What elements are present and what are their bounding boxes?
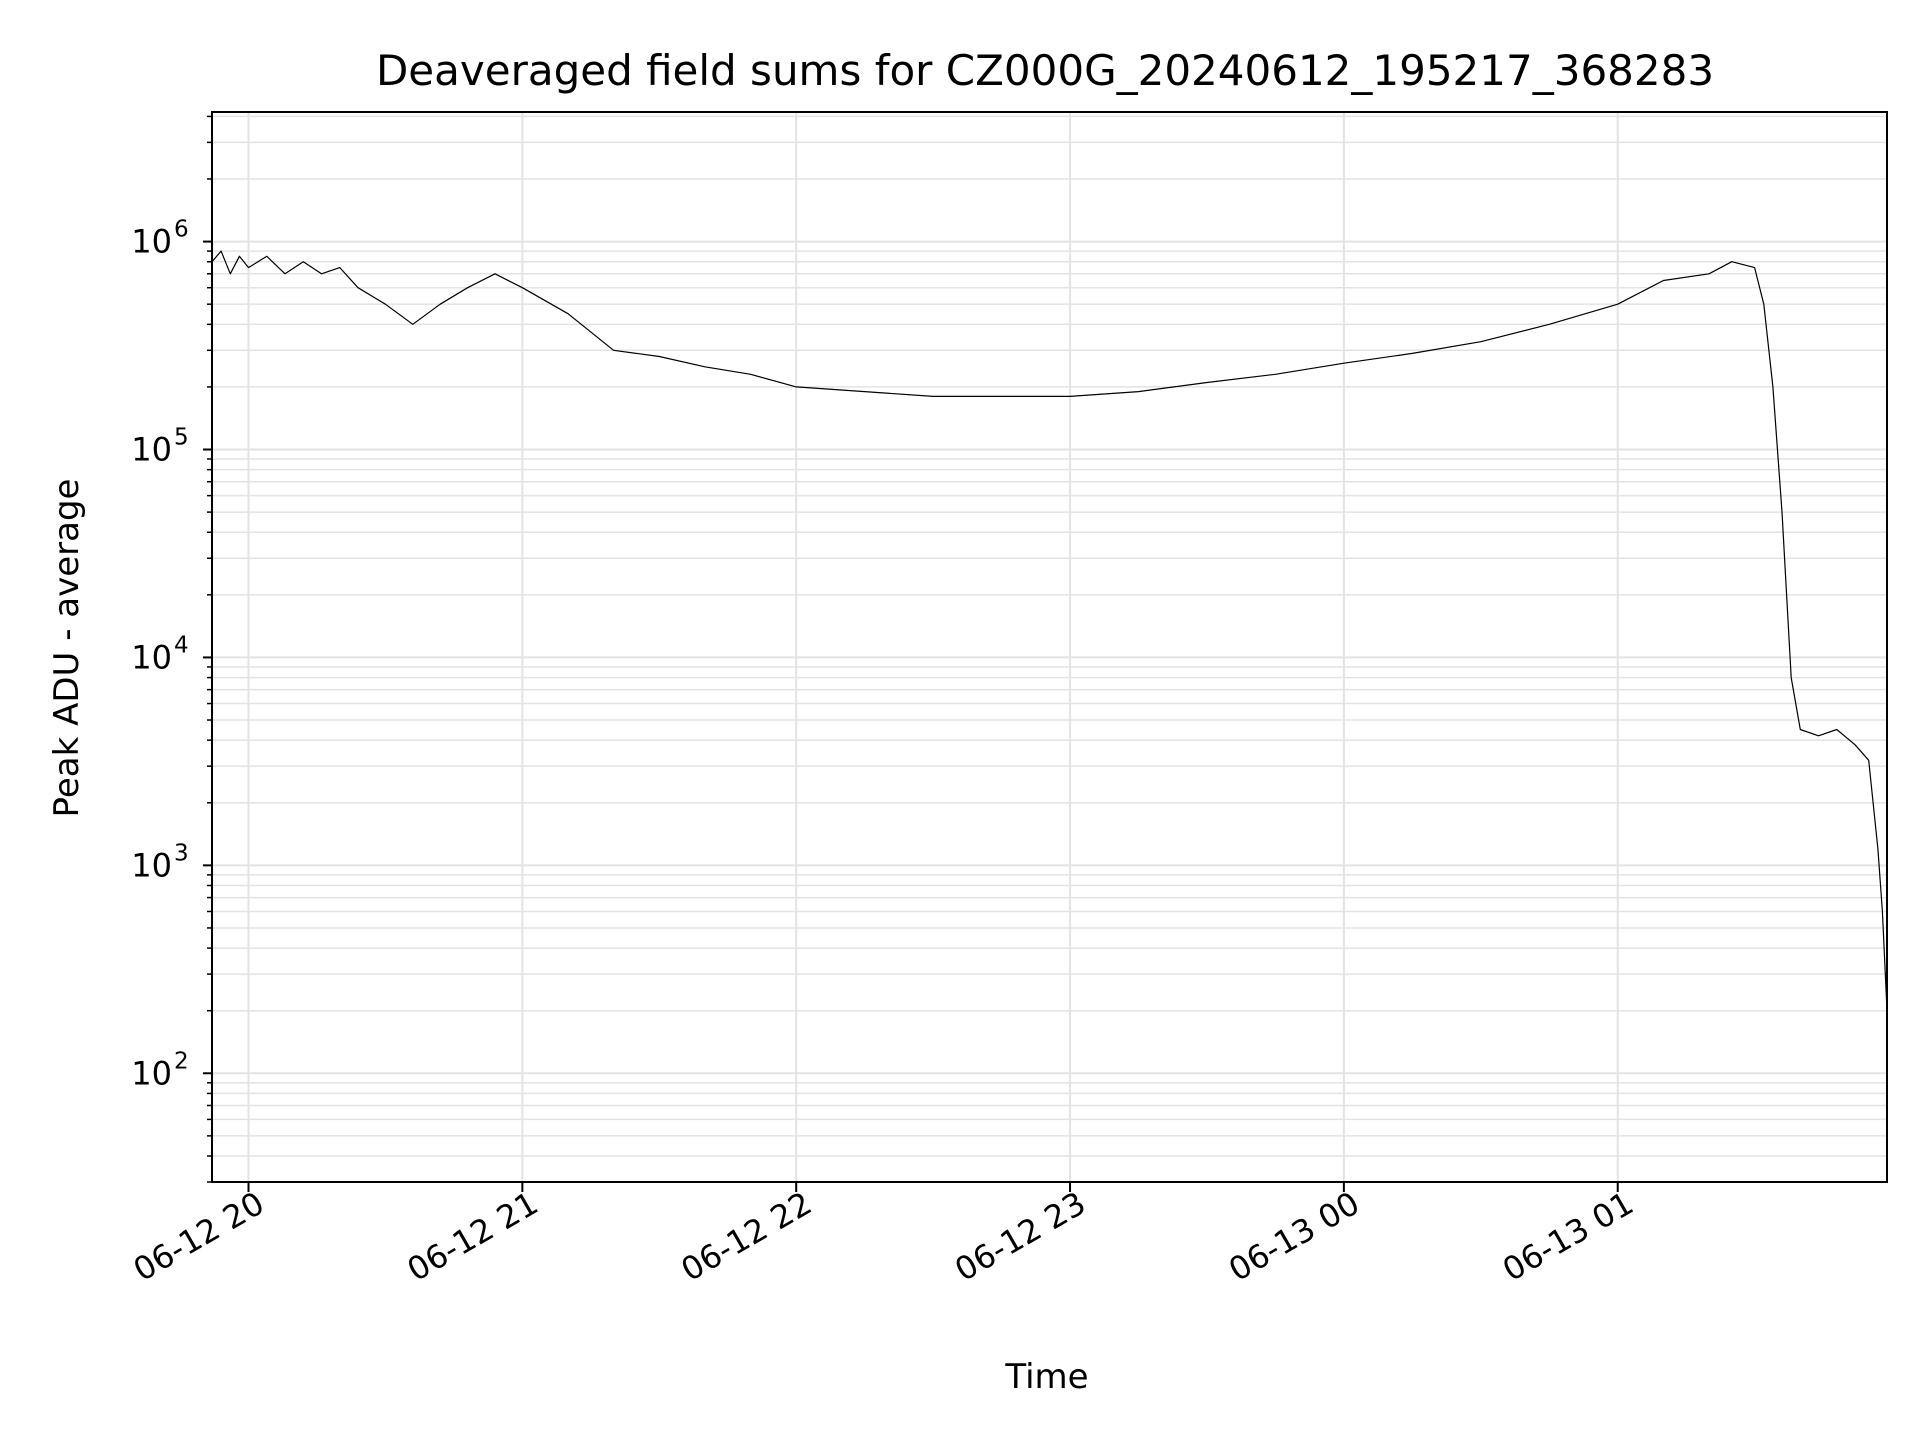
plot-background: [212, 112, 1887, 1182]
y-tick-exponent: 6: [174, 217, 189, 243]
y-tick-exponent: 4: [174, 632, 189, 658]
x-tick-label: 06-12 21: [401, 1184, 545, 1289]
y-tick-exponent: 5: [174, 425, 189, 451]
y-tick-exponent: 2: [174, 1048, 189, 1074]
y-axis-label: Peak ADU - average: [47, 479, 87, 818]
chart-title: Deaveraged field sums for CZ000G_2024061…: [376, 46, 1714, 95]
x-axis: 06-12 20 06-12 21 06-12 22 06-12 23 06-13 00…: [127, 1182, 1640, 1289]
series-line: [212, 250, 1887, 1011]
x-tick-label: 06-13 00: [1222, 1184, 1366, 1289]
y-tick-label: 10: [131, 846, 172, 884]
y-tick-exponent: 3: [174, 840, 189, 866]
plot-frame: [211, 111, 1888, 1183]
y-tick-label: 10: [131, 1054, 172, 1092]
x-tick-label: 06-12 20: [127, 1184, 271, 1289]
grid: [212, 112, 1887, 1183]
x-tick-label: 06-12 22: [675, 1184, 819, 1289]
y-tick-label: 10: [131, 638, 172, 676]
x-axis-label: Time: [1004, 1357, 1088, 1397]
y-tick-label: 10: [131, 223, 172, 261]
plot-area: [212, 250, 1887, 1011]
x-tick-label: 06-12 23: [948, 1184, 1092, 1289]
x-tick-label: 06-13 01: [1496, 1184, 1640, 1289]
y-tick-label: 10: [131, 431, 172, 469]
